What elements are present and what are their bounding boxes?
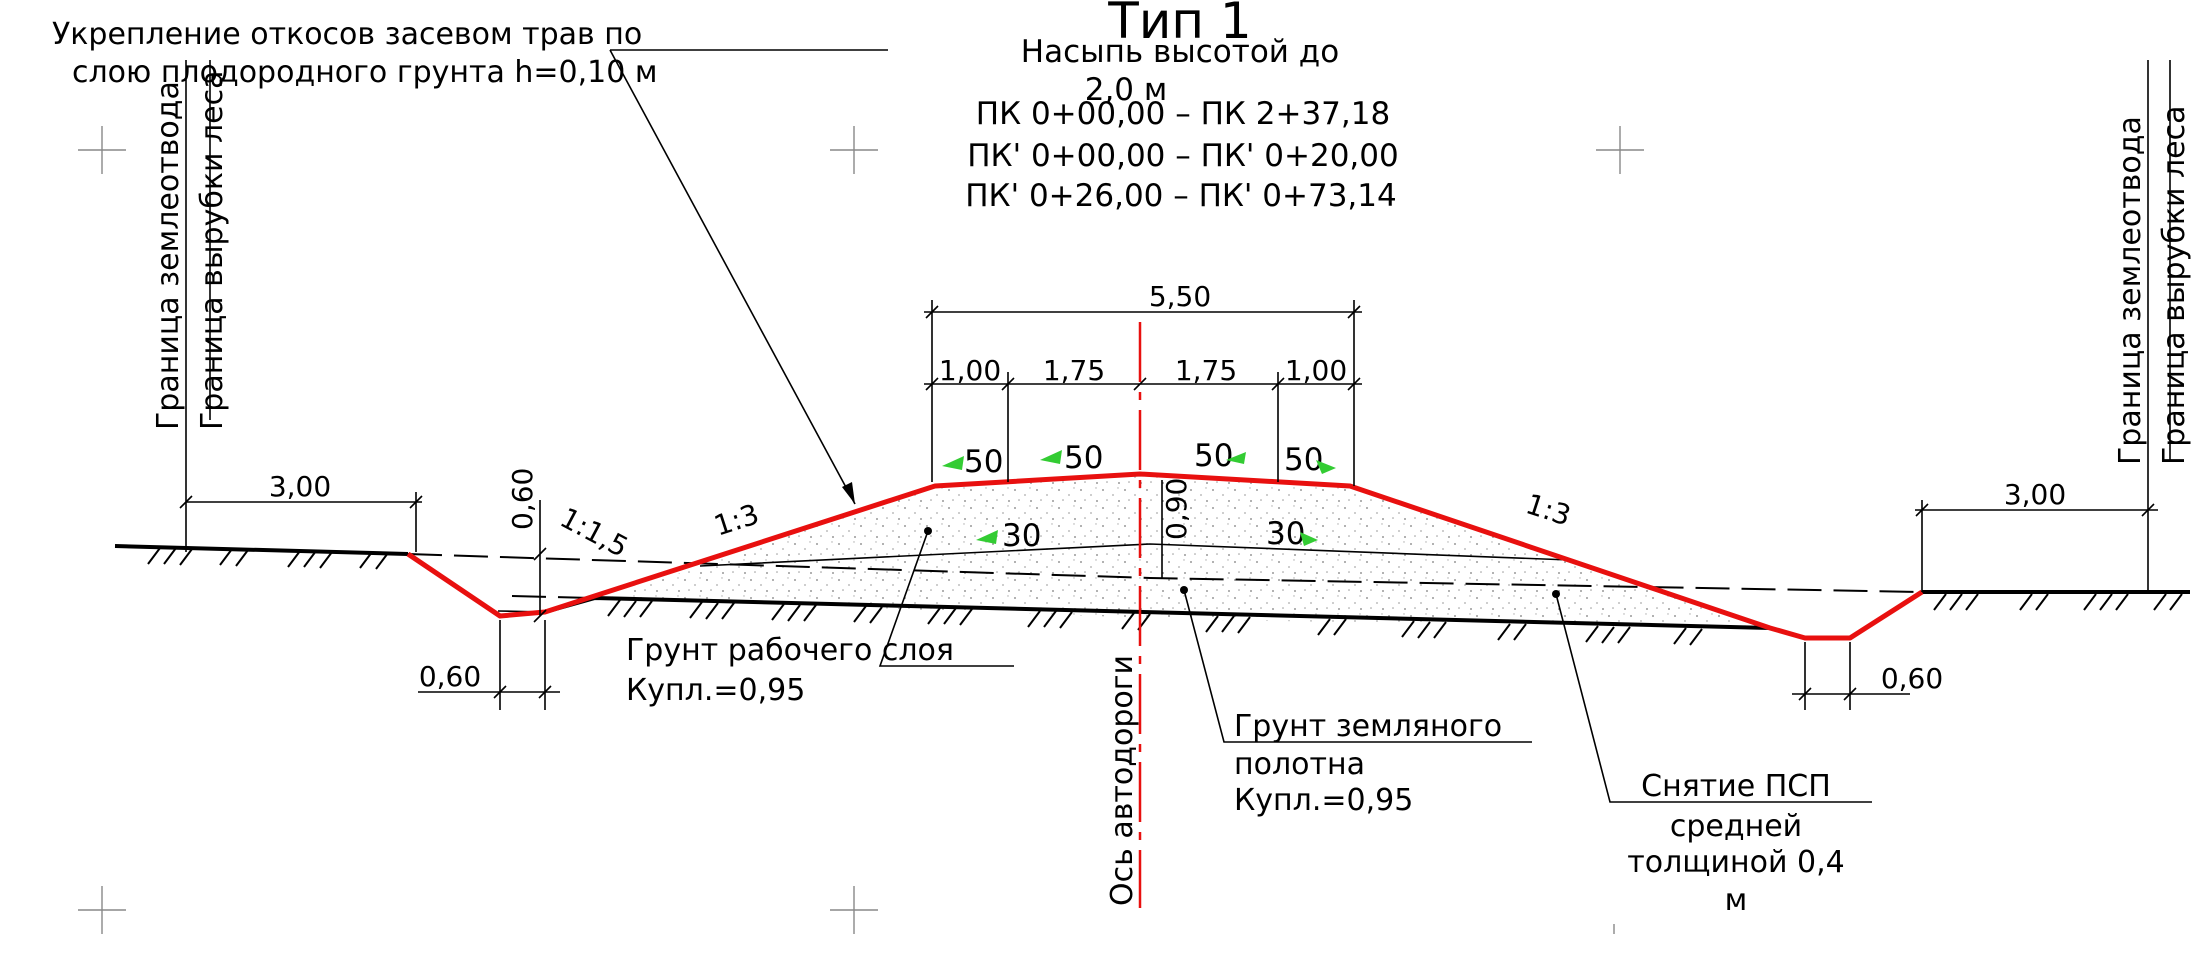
left-forest-cutting-label: Граница вырубки леса <box>195 70 230 430</box>
crossfall-top-left-lane: 50 <box>1064 440 1103 476</box>
crossfall-top-left-shoulder: 50 <box>964 444 1003 480</box>
right-forest-cutting-label: Граница вырубки леса <box>2157 105 2192 465</box>
subgrade-label: Грунт земляного <box>1234 709 1502 744</box>
pk-range-1: ПК 0+00,00 – ПК 2+37,18 <box>976 96 1390 132</box>
subgrade-compaction: Купл.=0,95 <box>1234 783 1413 818</box>
topsoil-label-2: средней <box>1670 809 1802 844</box>
embankment-type-line1: Насыпь высотой до <box>1021 34 1339 70</box>
right-ditch-dimensions: 0,60 <box>1792 642 1943 710</box>
slope-note-line1: Укрепление откосов засевом трав по <box>52 17 642 52</box>
ground-hatching <box>147 547 2183 646</box>
crossfall-markers: 50 50 50 50 30 30 <box>942 438 1336 554</box>
working-layer-compaction: Купл.=0,95 <box>626 673 805 708</box>
registration-marks <box>78 126 1644 934</box>
embankment-fill <box>590 474 1770 628</box>
dim-left-offset: 3,00 <box>269 470 331 503</box>
drawing-title: Тип 1 <box>1107 0 1251 50</box>
topsoil-label-3: толщиной 0,4 <box>1627 845 1844 880</box>
working-layer-label: Грунт рабочего слоя <box>626 633 954 668</box>
crossfall-layer-right: 30 <box>1266 516 1305 552</box>
pk-range-3: ПК' 0+26,00 – ПК' 0+73,14 <box>965 178 1397 214</box>
dim-top-total: 5,50 <box>1149 280 1211 313</box>
dim-shoulder-right: 1,00 <box>1285 354 1347 387</box>
callout-subgrade: Грунт земляного полотна Купл.=0,95 <box>1180 586 1532 818</box>
slope-left-ditch: 1:1,5 <box>555 501 634 564</box>
dim-ditch-depth: 0,60 <box>506 468 539 530</box>
topsoil-label: Снятие ПСП <box>1641 769 1831 804</box>
slope-left-embankment: 1:3 <box>710 497 763 542</box>
pk-range-2: ПК' 0+00,00 – ПК' 0+20,00 <box>967 138 1399 174</box>
left-boundary-group: Граница землеотвода Граница вырубки леса <box>151 60 230 552</box>
left-offset-dimension: 3,00 <box>179 470 423 552</box>
dim-left-ditch-bottom: 0,60 <box>419 660 481 693</box>
embankment-outline <box>406 471 1924 641</box>
dim-right-offset: 3,00 <box>2004 478 2066 511</box>
right-boundary-group: Граница землеотвода Граница вырубки леса <box>2113 60 2192 592</box>
right-land-allotment-label: Граница землеотвода <box>2113 116 2148 465</box>
crossfall-layer-left: 30 <box>1002 518 1041 554</box>
dim-lane-right: 1,75 <box>1175 354 1237 387</box>
subgrade-label-2: полотна <box>1234 747 1365 782</box>
right-offset-dimension: 3,00 <box>1915 478 2158 592</box>
callout-working-layer: Грунт рабочего слоя Купл.=0,95 <box>626 527 1014 708</box>
left-land-allotment-label: Граница землеотвода <box>151 81 186 430</box>
top-dimensions: 5,50 1,00 1,75 1,75 1,00 <box>924 280 1362 486</box>
topsoil-label-4: м <box>1725 883 1748 918</box>
road-axis-label: Ось автодороги <box>1105 655 1140 906</box>
crossfall-top-right-shoulder: 50 <box>1284 442 1323 478</box>
callout-topsoil: Снятие ПСП средней толщиной 0,4 м <box>1552 590 1872 918</box>
center-height-dimension: 0,90 <box>1160 478 1193 578</box>
dim-shoulder-left: 1,00 <box>939 354 1001 387</box>
slope-right-embankment: 1:3 <box>1522 487 1575 532</box>
dim-lane-left: 1,75 <box>1043 354 1105 387</box>
slope-note-line2: слою плодородного грунта h=0,10 м <box>72 55 658 90</box>
dim-center-height: 0,90 <box>1160 478 1193 540</box>
dim-right-ditch-bottom: 0,60 <box>1881 662 1943 695</box>
left-ditch-dimensions: 0,60 0,60 <box>418 468 560 710</box>
crossfall-top-right-lane: 50 <box>1194 438 1233 474</box>
embankment-type-line2: 2,0 м <box>1085 72 1168 108</box>
slope-note: Укрепление откосов засевом трав по слою … <box>52 17 888 505</box>
